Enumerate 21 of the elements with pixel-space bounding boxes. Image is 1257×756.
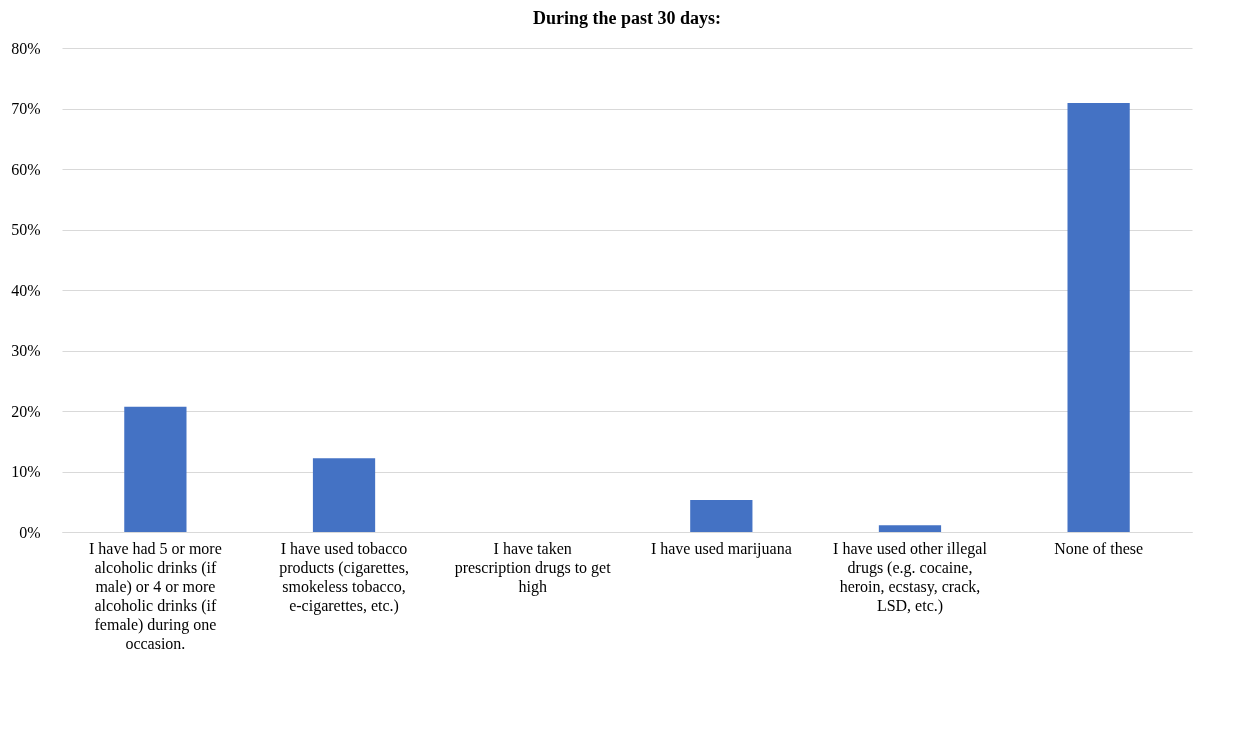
- y-tick-label: 0%: [19, 523, 41, 541]
- y-tick-label: 80%: [11, 39, 41, 57]
- x-tick-label: I have used other illegal drugs (e.g. cocaine, heroin, ecstasy, crack, LSD, etc.): [833, 539, 988, 615]
- bar: [690, 499, 753, 532]
- x-tick-label: None of these: [1054, 539, 1144, 557]
- y-tick-label: 30%: [11, 342, 41, 359]
- bar: [878, 525, 942, 532]
- bar: [1067, 103, 1130, 532]
- y-tick-label: 70%: [11, 100, 41, 117]
- y-tick-label: 20%: [11, 402, 41, 420]
- x-tick-label: I have used marijuana: [650, 539, 792, 558]
- y-tick-label: 10%: [11, 463, 41, 480]
- x-tick-label: I have taken prescription drugs to get high: [454, 539, 612, 596]
- bar: [124, 406, 187, 532]
- x-tick-label: I have used tobacco products (cigarettes, smokeless tobacco, e-cigarettes, etc.): [279, 539, 409, 615]
- y-tick-label: 40%: [11, 281, 41, 299]
- y-tick-label: 60%: [11, 160, 41, 178]
- y-tick-label: 50%: [11, 221, 41, 238]
- x-tick-label: I have had 5 or more alcoholic drinks (if male) or 4 or more alcoholic drinks (if female) during one occasion.: [88, 539, 222, 652]
- chart-title: During the past 30 days:: [532, 8, 722, 28]
- bar: [312, 458, 376, 532]
